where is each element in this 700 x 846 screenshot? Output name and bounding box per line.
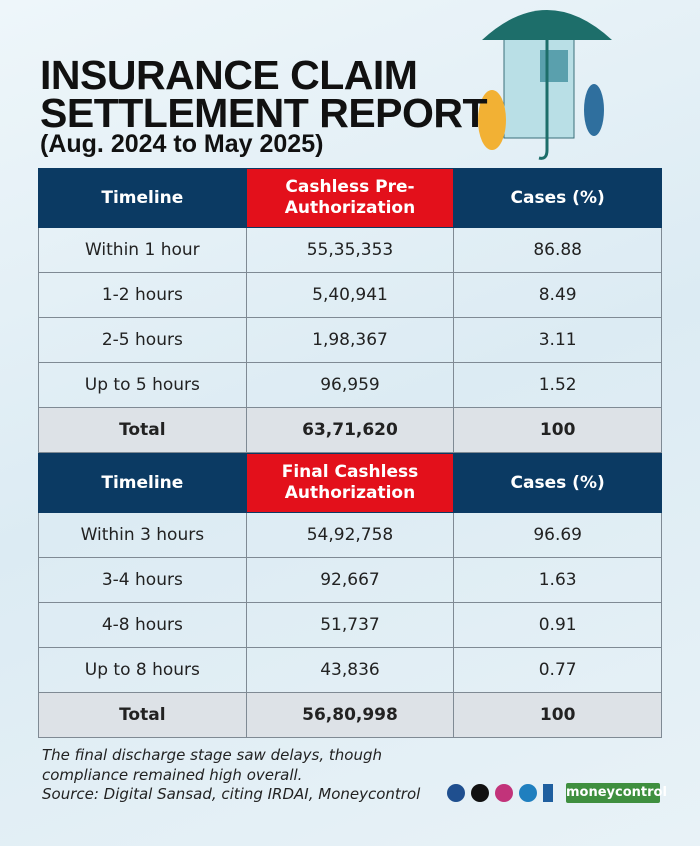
- table: Timeline Final Cashless Authorization Case…: [38, 453, 662, 738]
- cell: Total: [38, 407, 247, 453]
- header-cell: Timeline: [38, 168, 247, 228]
- source: Source: Digital Sansad, citing IRDAI, Mo…: [42, 785, 421, 803]
- cell: Within 1 hour: [38, 227, 247, 273]
- row: Within 1 hour 55,35,353 86.88: [38, 227, 662, 273]
- cell: 51,737: [245, 602, 455, 648]
- cell: 1-2 hours: [38, 272, 247, 318]
- cell: 54,92,758: [245, 512, 455, 558]
- row: Within 3 hours 54,92,758 96.69: [38, 512, 662, 558]
- document-shape: [503, 27, 575, 139]
- icon[interactable]: [519, 784, 537, 802]
- cell: 1.63: [453, 557, 662, 603]
- row: 1-2 hours 5,40,941 8.49: [38, 272, 662, 318]
- row: Up to 5 hours 96,959 1.52: [38, 362, 662, 408]
- icon[interactable]: [495, 784, 513, 802]
- title-line: INSURANCE CLAIM: [40, 52, 418, 98]
- cell: 3.11: [453, 317, 662, 363]
- subtitle: (Aug. 2024 to May 2025): [40, 130, 324, 158]
- cell: 2-5 hours: [38, 317, 247, 363]
- illustration: [478, 10, 612, 160]
- cell: 63,71,620: [245, 407, 455, 453]
- cell: 43,836: [245, 647, 455, 693]
- icon[interactable]: [447, 784, 465, 802]
- leaf: [478, 90, 506, 150]
- social-icons: [447, 784, 553, 802]
- brand-logo: moneycontrol: [566, 783, 667, 803]
- header-cell: Final Cashless Authorization: [245, 453, 455, 513]
- photo-shape: [540, 50, 568, 82]
- header-cell: Timeline: [38, 453, 247, 513]
- cell: 5,40,941: [245, 272, 455, 318]
- header-cell: Cases (%): [453, 453, 662, 513]
- cell: 100: [453, 407, 662, 453]
- total-row: Total 56,80,998 100: [38, 692, 662, 738]
- cell: 96,959: [245, 362, 455, 408]
- cell: 55,35,353: [245, 227, 455, 273]
- row: Up to 8 hours 43,836 0.77: [38, 647, 662, 693]
- cell: Up to 5 hours: [38, 362, 247, 408]
- note-line: The final discharge stage saw delays, th…: [42, 746, 383, 764]
- header-row: Timeline Final Cashless Authorization Case…: [38, 453, 662, 513]
- icon[interactable]: [471, 784, 489, 802]
- table: Timeline Cashless Pre-Authorization Cases …: [38, 168, 662, 453]
- umbrella-handle: [538, 40, 549, 160]
- cell: 56,80,998: [245, 692, 455, 738]
- cell: 8.49: [453, 272, 662, 318]
- cell: 1.52: [453, 362, 662, 408]
- cell: Total: [38, 692, 247, 738]
- cell: 3-4 hours: [38, 557, 247, 603]
- cell: 1,98,367: [245, 317, 455, 363]
- footnote: The final discharge stage saw delays, th…: [42, 746, 420, 805]
- header-cell: Cashless Pre-Authorization: [245, 168, 455, 228]
- row: 4-8 hours 51,737 0.91: [38, 602, 662, 648]
- cell: 96.69: [453, 512, 662, 558]
- header-cell: Cases (%): [453, 168, 662, 228]
- icon[interactable]: [543, 784, 553, 802]
- leaf: [584, 84, 604, 136]
- cell: 4-8 hours: [38, 602, 247, 648]
- title-line: SETTLEMENT REPORT: [40, 90, 488, 136]
- row: 3-4 hours 92,667 1.63: [38, 557, 662, 603]
- cell: 100: [453, 692, 662, 738]
- total-row: Total 63,71,620 100: [38, 407, 662, 453]
- header-row: Timeline Cashless Pre-Authorization Cases …: [38, 168, 662, 228]
- row: 2-5 hours 1,98,367 3.11: [38, 317, 662, 363]
- cell: Within 3 hours: [38, 512, 247, 558]
- cell: 0.77: [453, 647, 662, 693]
- umbrella: [482, 10, 612, 40]
- note-line: compliance remained high overall.: [42, 765, 303, 784]
- cell: 86.88: [453, 227, 662, 273]
- cell: 0.91: [453, 602, 662, 648]
- cell: Up to 8 hours: [38, 647, 247, 693]
- title: INSURANCE CLAIM SETTLEMENT REPORT: [40, 52, 488, 136]
- cell: 92,667: [245, 557, 455, 603]
